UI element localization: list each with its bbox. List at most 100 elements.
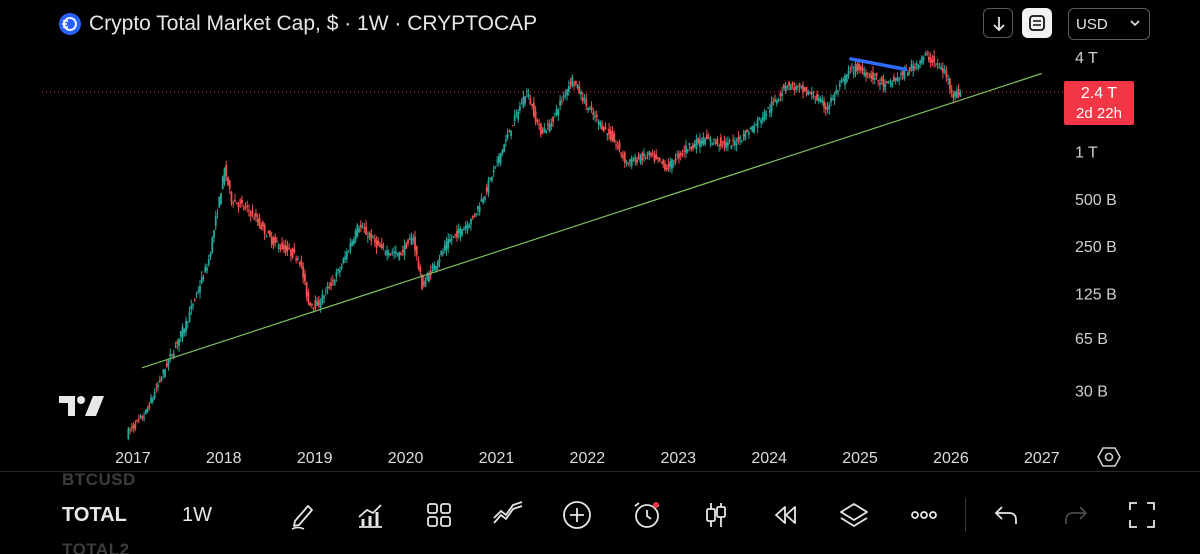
candle-body <box>333 279 336 286</box>
candle-body <box>550 123 553 127</box>
symbol-selector[interactable]: TOTAL <box>62 504 127 526</box>
undo-icon[interactable] <box>990 499 1022 531</box>
candle-body <box>538 123 541 125</box>
redo-icon[interactable] <box>1060 499 1092 531</box>
replay-icon[interactable] <box>769 499 801 531</box>
candle-body <box>291 247 294 258</box>
scale-frame-icon[interactable] <box>1022 8 1052 38</box>
candle-body <box>206 268 208 271</box>
candle-body <box>896 77 899 82</box>
candle-body <box>581 97 584 102</box>
arrow-down-icon[interactable] <box>983 8 1013 38</box>
candle-body <box>242 207 245 209</box>
layers-icon[interactable] <box>838 499 870 531</box>
candle-body <box>753 125 756 133</box>
fullscreen-icon[interactable] <box>1126 499 1158 531</box>
candle-body <box>700 140 703 145</box>
candle-body <box>335 272 338 277</box>
candle-body <box>317 299 320 306</box>
candle-body <box>768 109 771 113</box>
candle-body <box>454 234 457 236</box>
candle-body <box>574 80 577 85</box>
add-icon[interactable] <box>561 499 593 531</box>
candle-body <box>931 59 934 63</box>
candle-body <box>365 226 367 236</box>
candle-body <box>171 354 173 356</box>
candle-body <box>482 199 485 203</box>
candle-body <box>178 338 180 347</box>
candle-body <box>751 126 754 132</box>
candle-body <box>183 329 186 334</box>
candle-body <box>503 144 506 153</box>
candle-body <box>150 397 152 403</box>
candle-body <box>917 64 920 69</box>
chart-title[interactable]: Crypto Total Market Cap, $ · 1W · CRYPTO… <box>89 12 538 35</box>
resistance-line[interactable] <box>849 57 908 72</box>
candle-body <box>870 74 873 79</box>
candle-body <box>566 89 568 96</box>
grid-icon[interactable] <box>423 499 455 531</box>
candle-body <box>941 68 944 73</box>
candle-body <box>321 294 324 303</box>
candle-body <box>873 77 876 80</box>
candle-body <box>580 92 582 95</box>
candle-body <box>739 136 742 140</box>
candle-body <box>310 304 313 306</box>
candle-body <box>185 320 187 332</box>
candle-body <box>508 131 511 133</box>
multi-line-icon[interactable] <box>492 499 524 531</box>
candle-body <box>760 120 763 124</box>
candle-body <box>384 252 387 254</box>
interval-selector[interactable]: 1W <box>182 504 212 526</box>
candle-body <box>442 252 444 254</box>
candle-body <box>331 279 334 281</box>
x-tick-label: 2020 <box>388 450 424 467</box>
candle-body <box>889 82 892 84</box>
candle-body <box>882 79 885 87</box>
candle-body <box>277 244 280 250</box>
candle-body <box>302 266 305 278</box>
currency-select[interactable]: USD <box>1068 8 1150 40</box>
candle-body <box>592 112 595 116</box>
candle-body <box>686 149 689 152</box>
candle-body <box>845 74 848 82</box>
candle-body <box>221 176 224 189</box>
candle-body <box>861 67 864 72</box>
candle-body <box>522 96 525 108</box>
candle-body <box>858 63 860 71</box>
candle-body <box>300 260 303 266</box>
tradingview-logo-icon[interactable] <box>59 394 105 418</box>
candle-body <box>924 53 927 56</box>
symbol-list-prev[interactable]: BTCUSD <box>62 472 136 489</box>
candle-body <box>671 159 673 169</box>
candle-body <box>398 252 401 260</box>
candle-body <box>214 216 217 227</box>
candle-body <box>340 266 343 269</box>
pencil-icon[interactable] <box>286 499 318 531</box>
candle-body <box>894 78 897 81</box>
candle-body <box>475 213 478 216</box>
candle-body <box>412 238 415 241</box>
candle-body <box>618 142 621 150</box>
candle-body <box>798 83 801 87</box>
candle-body <box>761 116 764 121</box>
candle-body <box>644 157 647 159</box>
candle-body <box>699 139 701 148</box>
x-tick-label: 2025 <box>842 450 878 467</box>
alert-clock-icon[interactable] <box>631 499 663 531</box>
trendline[interactable] <box>141 72 1043 369</box>
symbol-list-next[interactable]: TOTAL2 <box>62 540 130 554</box>
candle-body <box>174 345 177 347</box>
candle-body <box>929 57 932 62</box>
indicators-icon[interactable] <box>354 499 386 531</box>
settings-icon[interactable] <box>1097 445 1121 469</box>
candle-body <box>251 210 254 214</box>
candle-body <box>303 273 306 282</box>
more-icon[interactable] <box>908 499 940 531</box>
candle-body <box>276 240 278 243</box>
candle-body <box>786 86 789 88</box>
candle-body <box>842 79 845 81</box>
candlestick-icon[interactable] <box>700 499 732 531</box>
candle-body <box>428 273 430 282</box>
